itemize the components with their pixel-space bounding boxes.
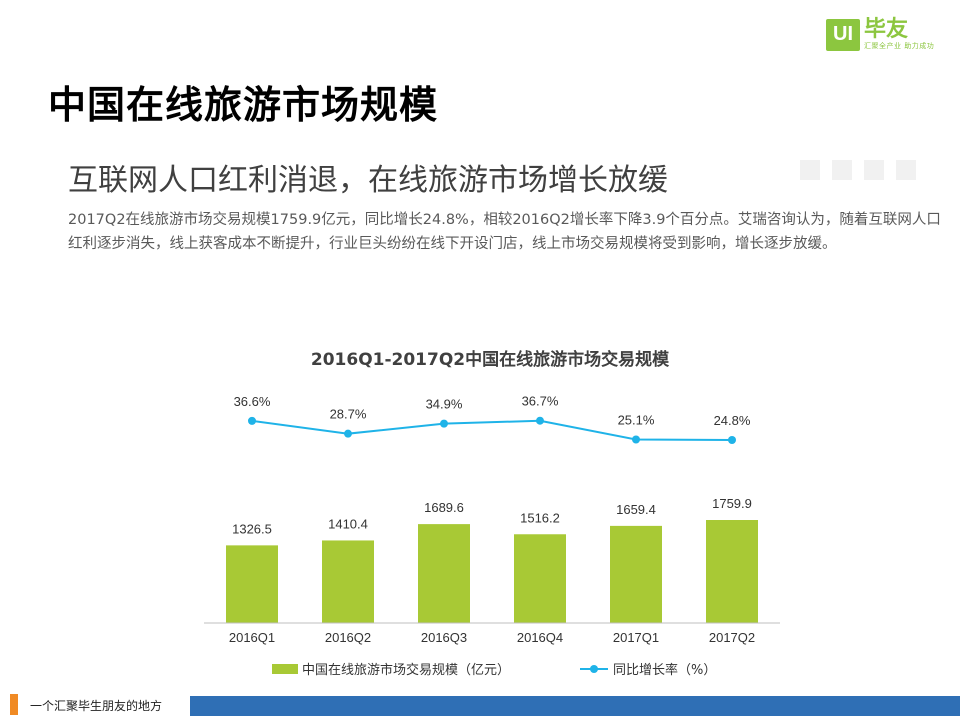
bar-value-label: 1516.2 bbox=[520, 510, 560, 525]
bar bbox=[706, 520, 758, 623]
decorative-square bbox=[896, 160, 916, 180]
growth-rate-label: 24.8% bbox=[714, 413, 751, 428]
x-tick-label: 2017Q2 bbox=[709, 630, 755, 645]
bar bbox=[418, 524, 470, 623]
footer-bar bbox=[190, 696, 960, 716]
logo: UI 毕友 汇聚全产业 助力成功 bbox=[826, 18, 934, 51]
growth-rate-label: 28.7% bbox=[330, 407, 367, 422]
bar-value-label: 1326.5 bbox=[232, 521, 272, 536]
growth-rate-label: 36.7% bbox=[522, 394, 559, 409]
chart-title: 2016Q1-2017Q2中国在线旅游市场交易规模 bbox=[310, 350, 670, 370]
legend-line-marker bbox=[590, 665, 598, 673]
logo-tagline: 汇聚全产业 助力成功 bbox=[864, 42, 935, 50]
x-tick-label: 2016Q4 bbox=[517, 630, 563, 645]
growth-rate-point bbox=[728, 436, 736, 444]
growth-rate-point bbox=[440, 419, 448, 428]
bar-value-label: 1759.9 bbox=[712, 496, 752, 511]
legend-line-label: 同比增长率（%） bbox=[613, 662, 716, 678]
bar-value-label: 1689.6 bbox=[424, 500, 464, 515]
growth-rate-point bbox=[632, 435, 640, 444]
growth-rate-label: 36.6% bbox=[234, 394, 271, 409]
bar bbox=[610, 525, 662, 623]
bar bbox=[514, 534, 566, 623]
decorative-squares bbox=[800, 160, 916, 180]
growth-rate-point bbox=[536, 416, 544, 425]
growth-rate-label: 25.1% bbox=[618, 413, 655, 428]
bar-value-label: 1410.4 bbox=[328, 516, 368, 531]
logo-mark: UI bbox=[826, 18, 860, 51]
footer-accent bbox=[10, 694, 18, 715]
bar bbox=[226, 545, 278, 623]
page-title: 中国在线旅游市场规模 bbox=[48, 83, 439, 127]
decorative-square bbox=[800, 160, 820, 180]
chart: 1326.5 2016Q1 1410.4 2016Q2 1689.6 2016Q3 1516… bbox=[204, 394, 780, 678]
page-subtitle: 互联网人口红利消退，在线旅游市场增长放缓 bbox=[68, 163, 668, 198]
bar bbox=[322, 540, 374, 623]
x-tick-label: 2016Q2 bbox=[325, 630, 371, 645]
x-tick-label: 2016Q1 bbox=[229, 630, 275, 645]
footer-text: 一个汇聚毕生朋友的地方 bbox=[30, 699, 163, 713]
description-paragraph: 2017Q2在线旅游市场交易规模1759.9亿元，同比增长24.8%，相较201… bbox=[68, 212, 941, 252]
bar-value-label: 1659.4 bbox=[616, 502, 656, 517]
growth-rate-label: 34.9% bbox=[426, 397, 463, 412]
decorative-square bbox=[832, 160, 852, 180]
decorative-square bbox=[864, 160, 884, 180]
growth-rate-line bbox=[251, 419, 733, 441]
growth-rate-point bbox=[344, 429, 352, 438]
logo-name: 毕友 bbox=[864, 17, 909, 42]
growth-rate-point bbox=[248, 416, 256, 425]
x-tick-label: 2017Q1 bbox=[613, 630, 659, 645]
legend-bar-label: 中国在线旅游市场交易规模（亿元） bbox=[302, 662, 510, 678]
x-tick-label: 2016Q3 bbox=[421, 630, 467, 645]
legend-bar-swatch bbox=[272, 664, 298, 674]
